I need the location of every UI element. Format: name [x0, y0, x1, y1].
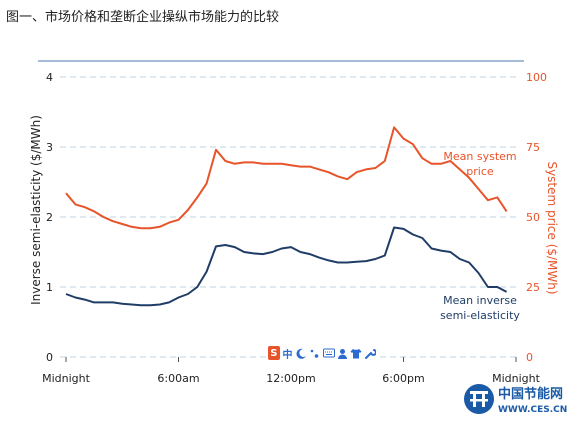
right-tick-label: 75 — [526, 141, 540, 154]
x-axis-ticks: Midnight 6:00am 12:00pm 6:00pm Midnight — [42, 357, 541, 385]
sogou-s-glyph: S — [270, 347, 278, 359]
ime-toolbar[interactable]: S 中 — [268, 344, 376, 362]
left-tick-label: 3 — [46, 141, 53, 154]
moon-icon[interactable] — [295, 346, 307, 360]
right-axis-ticks: 0 25 50 75 100 — [526, 71, 547, 364]
right-axis-label: System price ($/MWh) — [545, 161, 559, 294]
sogou-s-icon[interactable]: S — [268, 346, 280, 360]
series-layer — [65, 126, 508, 307]
x-tick-label: 12:00pm — [266, 372, 315, 385]
right-tick-label: 50 — [526, 211, 540, 224]
left-axis-label: Inverse semi-elasticity ($/MWh) — [29, 115, 43, 305]
x-tick-label: 6:00am — [157, 372, 199, 385]
x-tick-label: Midnight — [492, 372, 541, 385]
left-tick-label: 2 — [46, 211, 53, 224]
watermark-url: WWW.CES.CN — [498, 405, 567, 415]
watermark-logo: 中国节能网 WWW.CES.CN — [464, 384, 567, 415]
user-icon[interactable] — [337, 346, 349, 360]
price-series-label: Mean system — [443, 150, 516, 163]
shirt-icon[interactable] — [350, 346, 362, 360]
watermark-emblem-icon — [464, 384, 494, 414]
grid — [60, 76, 516, 288]
series-labels: Mean system price Mean inverse semi-elastic… — [440, 150, 520, 322]
chinese-mode-icon[interactable]: 中 — [282, 346, 294, 361]
x-tick-label: 6:00pm — [382, 372, 424, 385]
price-series-line — [65, 126, 508, 230]
page-title: 图一、市场价格和垄断企业操纵市场能力的比较 — [6, 10, 280, 25]
punctuation-icon[interactable] — [309, 346, 321, 360]
wrench-icon[interactable] — [364, 346, 376, 360]
right-tick-label: 0 — [526, 351, 533, 364]
elasticity-series-label: Mean inverse — [443, 294, 517, 307]
price-series-label: price — [466, 165, 494, 178]
elasticity-series-line — [65, 226, 508, 307]
chinese-mode-glyph: 中 — [282, 349, 293, 361]
left-tick-label: 0 — [46, 351, 53, 364]
left-tick-label: 1 — [46, 281, 53, 294]
x-tick-label: Midnight — [42, 372, 91, 385]
keyboard-icon[interactable] — [322, 346, 335, 360]
elasticity-series-label: semi-elasticity — [440, 309, 520, 322]
watermark-name: 中国节能网 — [498, 386, 563, 402]
right-tick-label: 100 — [526, 71, 547, 84]
right-tick-label: 25 — [526, 281, 540, 294]
left-axis-ticks: 0 1 2 3 4 — [46, 71, 53, 364]
left-tick-label: 4 — [46, 71, 53, 84]
